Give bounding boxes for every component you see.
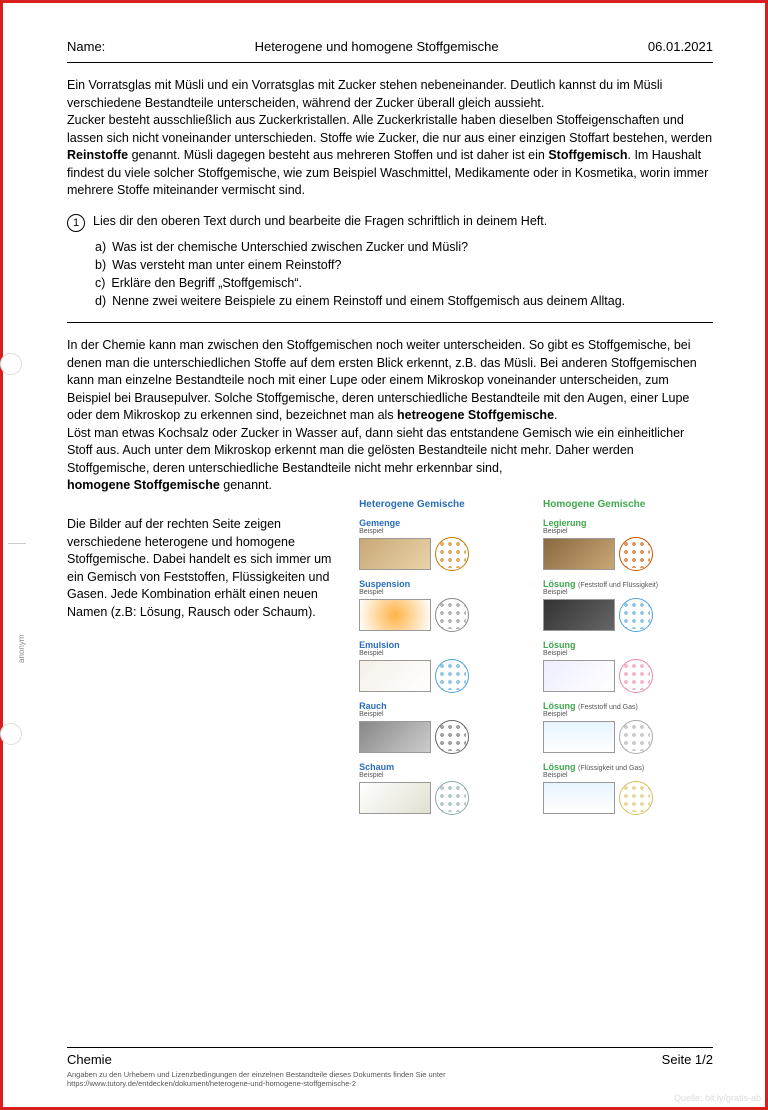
intro-paragraph: Ein Vorratsglas mit Müsli und ein Vorrat…: [67, 77, 713, 200]
page-title: Heterogene und homogene Stoffgemische: [255, 39, 499, 54]
beispiel-label: Beispiel: [543, 589, 713, 596]
mixture-card: RauchBeispiel: [359, 701, 529, 754]
particle-diagram: [435, 537, 469, 571]
mixture-name: Emulsion: [359, 640, 529, 650]
mixture-name: Lösung (Feststoff und Flüssigkeit): [543, 579, 713, 589]
example-photo: [543, 782, 615, 814]
paragraph-2: In der Chemie kann man zwischen den Stof…: [67, 337, 713, 495]
page-number: Seite 1/2: [662, 1052, 713, 1067]
example-photo: [543, 538, 615, 570]
question-list: a)Was ist der chemische Unterschied zwis…: [67, 238, 713, 311]
particle-diagram: [435, 720, 469, 754]
mixture-card: Lösung (Flüssigkeit und Gas)Beispiel: [543, 762, 713, 815]
particle-diagram: [619, 598, 653, 632]
beispiel-label: Beispiel: [359, 772, 529, 779]
example-photo: [359, 538, 431, 570]
mixture-card: Lösung (Feststoff und Gas)Beispiel: [543, 701, 713, 754]
intro-p2b: genannt. Müsli dagegen besteht aus mehre…: [128, 148, 548, 162]
mixture-name: Lösung: [543, 640, 713, 650]
question-a: a)Was ist der chemische Unterschied zwis…: [95, 238, 713, 256]
mixture-card: GemengeBeispiel: [359, 518, 529, 571]
lower-section: Die Bilder auf der rechten Seite zeigen …: [67, 499, 713, 815]
mixture-card: SchaumBeispiel: [359, 762, 529, 815]
credits: Angaben zu den Urhebern und Lizenzbeding…: [67, 1070, 713, 1090]
particle-diagram: [435, 598, 469, 632]
mixture-card: LösungBeispiel: [543, 640, 713, 693]
lower-left-text: Die Bilder auf der rechten Seite zeigen …: [67, 499, 345, 815]
question-b: b)Was versteht man unter einem Reinstoff…: [95, 256, 713, 274]
example-photo: [543, 660, 615, 692]
task-prompt: Lies dir den oberen Text durch und bearb…: [93, 214, 547, 232]
mixture-table: Heterogene Gemische GemengeBeispielSuspe…: [359, 499, 713, 815]
beispiel-label: Beispiel: [359, 711, 529, 718]
beispiel-label: Beispiel: [359, 528, 529, 535]
watermark: Quelle: bit.ly/gratis-ab: [674, 1093, 761, 1103]
mixture-card: EmulsionBeispiel: [359, 640, 529, 693]
footer: Chemie Seite 1/2: [67, 1047, 713, 1067]
particle-diagram: [435, 781, 469, 815]
subject-label: Chemie: [67, 1052, 112, 1067]
bold-homogene: homogene Stoffgemische: [67, 478, 220, 492]
task-block: 1 Lies dir den oberen Text durch und bea…: [67, 214, 713, 232]
mixture-name: Legierung: [543, 518, 713, 528]
heterogene-column: Heterogene Gemische GemengeBeispielSuspe…: [359, 499, 529, 815]
mixture-card: LegierungBeispiel: [543, 518, 713, 571]
mixture-name: Gemenge: [359, 518, 529, 528]
particle-diagram: [435, 659, 469, 693]
homogene-column: Homogene Gemische LegierungBeispielLösun…: [543, 499, 713, 815]
mixture-name: Lösung (Feststoff und Gas): [543, 701, 713, 711]
particle-diagram: [619, 781, 653, 815]
example-photo: [359, 660, 431, 692]
mixture-name: Suspension: [359, 579, 529, 589]
example-photo: [543, 721, 615, 753]
mixture-card: Lösung (Feststoff und Flüssigkeit)Beispi…: [543, 579, 713, 632]
beispiel-label: Beispiel: [359, 650, 529, 657]
beispiel-label: Beispiel: [543, 528, 713, 535]
header: Name: Heterogene und homogene Stoffgemis…: [67, 39, 713, 63]
col-title-heterogene: Heterogene Gemische: [359, 499, 529, 510]
example-photo: [359, 599, 431, 631]
particle-diagram: [619, 720, 653, 754]
divider: [67, 322, 713, 323]
question-c: c)Erkläre den Begriff „Stoffgemisch“.: [95, 274, 713, 292]
example-photo: [359, 782, 431, 814]
name-label: Name:: [67, 39, 105, 54]
bold-stoffgemisch: Stoffgemisch: [548, 148, 627, 162]
mixture-card: SuspensionBeispiel: [359, 579, 529, 632]
task-number: 1: [67, 214, 85, 232]
mixture-name: Lösung (Flüssigkeit und Gas): [543, 762, 713, 772]
date: 06.01.2021: [648, 39, 713, 54]
particle-diagram: [619, 537, 653, 571]
example-photo: [359, 721, 431, 753]
mixture-name: Rauch: [359, 701, 529, 711]
mixture-name: Schaum: [359, 762, 529, 772]
intro-p2a: Zucker besteht ausschließlich aus Zucker…: [67, 113, 712, 145]
example-photo: [543, 599, 615, 631]
particle-diagram: [619, 659, 653, 693]
beispiel-label: Beispiel: [543, 650, 713, 657]
bold-reinstoffe: Reinstoffe: [67, 148, 128, 162]
beispiel-label: Beispiel: [359, 589, 529, 596]
beispiel-label: Beispiel: [543, 711, 713, 718]
beispiel-label: Beispiel: [543, 772, 713, 779]
question-d: d)Nenne zwei weitere Beispiele zu einem …: [95, 292, 713, 310]
bold-heterogene: hetreogene Stoffgemische: [397, 408, 554, 422]
col-title-homogene: Homogene Gemische: [543, 499, 713, 510]
intro-p1: Ein Vorratsglas mit Müsli und ein Vorrat…: [67, 78, 662, 110]
worksheet-page: Name: Heterogene und homogene Stoffgemis…: [3, 3, 765, 1107]
